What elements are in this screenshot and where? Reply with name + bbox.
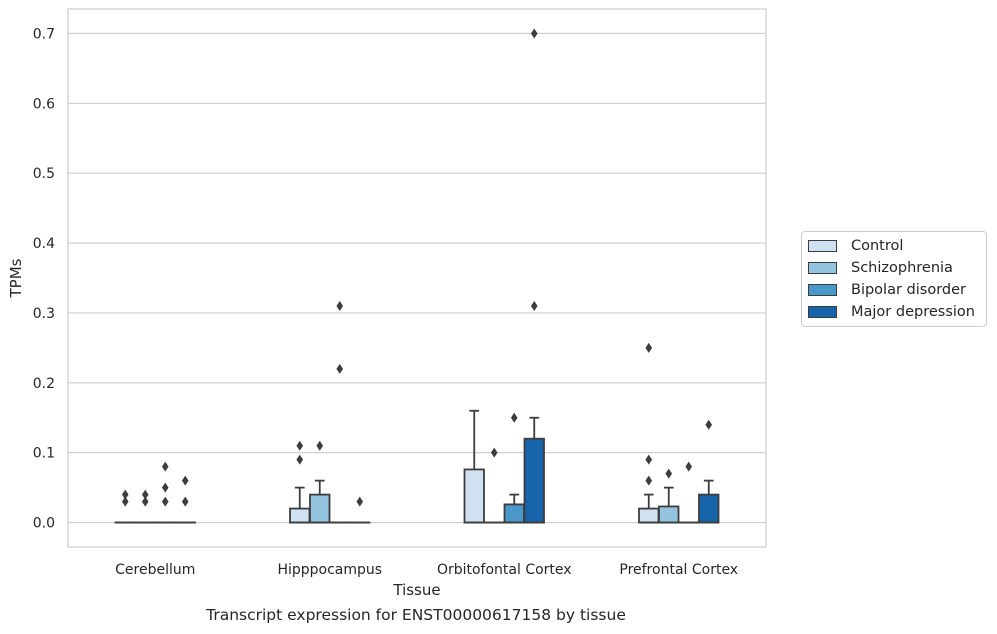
x-tick-label: Hipppocampus xyxy=(277,562,382,578)
box-3-1 xyxy=(658,486,680,524)
box-group xyxy=(114,409,720,524)
flier-point xyxy=(645,475,653,486)
x-tick-labels: Cerebellum Hipppocampus Orbitofontal Corte… xyxy=(115,562,738,578)
flier-point xyxy=(490,447,498,458)
flier-point xyxy=(336,363,344,374)
flier-point xyxy=(296,440,304,451)
legend: Control Schizophrenia Bipolar disorder M… xyxy=(801,231,987,327)
legend-label: Control xyxy=(851,238,904,254)
legend-item-control: Control xyxy=(808,236,903,256)
flier-point xyxy=(510,412,518,423)
box-2-0 xyxy=(463,409,485,524)
flier-point xyxy=(181,496,189,507)
legend-item-schizophrenia: Schizophrenia xyxy=(808,258,953,278)
flier-point xyxy=(530,28,538,39)
flier-point xyxy=(141,489,149,500)
y-tick-label: 0.4 xyxy=(33,236,55,252)
x-tick-label: Orbitofontal Cortex xyxy=(437,562,572,578)
y-tick-label: 0.1 xyxy=(33,446,55,462)
y-tick-label: 0.2 xyxy=(33,376,55,392)
box-body xyxy=(289,507,311,524)
y-tick-label: 0.0 xyxy=(33,516,55,532)
flier-point xyxy=(161,482,169,493)
legend-label: Major depression xyxy=(851,304,975,320)
legend-label: Schizophrenia xyxy=(851,260,953,276)
plot-background xyxy=(68,9,766,547)
box-3-3 xyxy=(698,479,720,524)
box-body xyxy=(698,493,720,524)
legend-item-major-depression: Major depression xyxy=(808,302,975,322)
flier-point xyxy=(296,454,304,465)
flier-point xyxy=(356,496,364,507)
legend-label: Bipolar disorder xyxy=(851,282,966,298)
box-body xyxy=(503,503,525,524)
flier-point xyxy=(316,440,324,451)
flier-point xyxy=(181,475,189,486)
x-tick-label: Prefrontal Cortex xyxy=(619,562,738,578)
legend-item-bipolar-disorder: Bipolar disorder xyxy=(808,280,966,300)
y-tick-label: 0.6 xyxy=(33,96,55,112)
box-body xyxy=(463,468,485,524)
chart-caption: Transcript expression for ENST0000061715… xyxy=(206,606,626,624)
y-tick-label: 0.7 xyxy=(33,26,55,42)
y-axis-label: TPMs xyxy=(7,258,25,298)
y-tick-label: 0.3 xyxy=(33,306,55,322)
flier-point xyxy=(645,342,653,353)
y-tick-label: 0.5 xyxy=(33,166,55,182)
x-tick-label: Cerebellum xyxy=(115,562,195,578)
x-axis-label: Tissue xyxy=(392,581,440,599)
box-body xyxy=(658,505,680,524)
legend-swatch xyxy=(808,284,837,296)
flier-point xyxy=(121,489,129,500)
flier-point xyxy=(530,300,538,311)
flier-point xyxy=(685,461,693,472)
legend-swatch xyxy=(808,306,837,318)
flier-point xyxy=(161,496,169,507)
box-body xyxy=(523,437,545,524)
flier-point xyxy=(645,454,653,465)
flier-point xyxy=(336,300,344,311)
flier-point xyxy=(161,461,169,472)
flier-point xyxy=(121,496,129,507)
legend-swatch xyxy=(808,262,837,274)
legend-swatch xyxy=(808,240,837,252)
box-body xyxy=(638,507,660,524)
y-tick-labels: 0.0 0.1 0.2 0.3 0.4 0.5 0.6 0.7 xyxy=(33,26,55,531)
box-2-3 xyxy=(523,416,545,524)
box-1-1 xyxy=(309,479,331,524)
flier-point xyxy=(705,419,713,430)
box-1-0 xyxy=(289,486,311,524)
plot-frame xyxy=(67,8,767,548)
flier-group xyxy=(121,28,713,507)
flier-point xyxy=(141,496,149,507)
box-body xyxy=(309,493,331,524)
flier-point xyxy=(665,468,673,479)
